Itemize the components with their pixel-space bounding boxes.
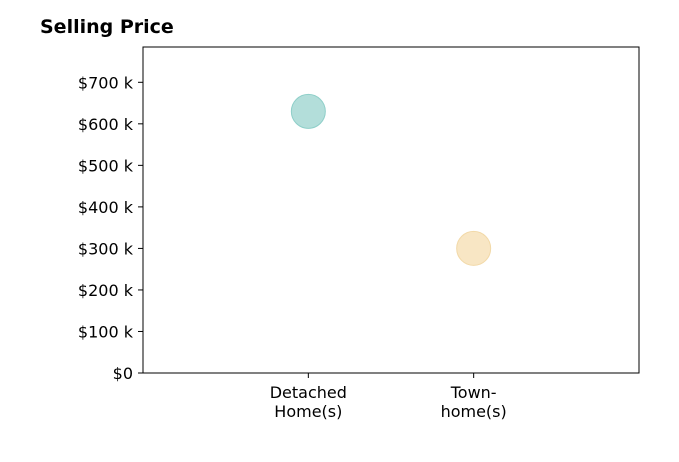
y-tick-label: $100 k bbox=[78, 322, 134, 341]
y-tick-label: $600 k bbox=[78, 115, 134, 134]
data-points bbox=[290, 93, 492, 266]
y-tick-label: $0 bbox=[113, 364, 133, 383]
y-axis: $0 $100 k $200 k $300 k $400 k $500 k $600 k $7… bbox=[78, 73, 143, 383]
y-tick-label: $300 k bbox=[78, 239, 134, 258]
y-tick-label: $400 k bbox=[78, 198, 134, 217]
data-point bbox=[290, 93, 326, 129]
x-tick-label: Detached Home(s) bbox=[270, 383, 347, 421]
chart-title: Selling Price bbox=[40, 16, 174, 38]
y-tick-label: $500 k bbox=[78, 156, 134, 175]
plot-frame bbox=[142, 46, 640, 374]
x-axis: Detached Home(s) Town-home(s) bbox=[270, 373, 507, 421]
x-tick-label: Town-home(s) bbox=[441, 383, 507, 421]
data-point bbox=[456, 230, 492, 266]
y-tick-label: $700 k bbox=[78, 73, 134, 92]
y-tick-label: $200 k bbox=[78, 281, 134, 300]
